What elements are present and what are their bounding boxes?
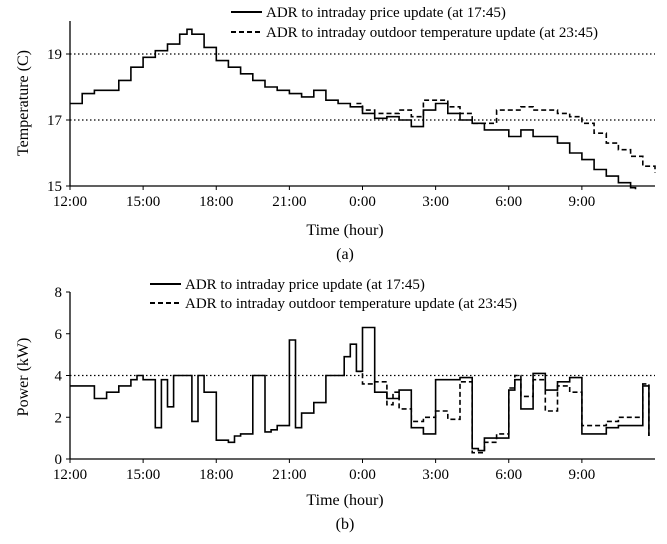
panel-a-x-tick-label-6: 6:00	[495, 194, 522, 210]
panel-a-y-axis-label: Temperature (C)	[15, 50, 32, 156]
panel-b-y-tick-label-1: 2	[55, 410, 63, 426]
panel-b-y-axis-label: Power (kW)	[15, 338, 32, 417]
panel-a-x-tick-label-5: 3:00	[422, 194, 449, 210]
panel-b-legend: ADR to intraday price update (at 17:45) …	[150, 277, 517, 312]
panel-b-x-axis-label: Time (hour)	[306, 492, 383, 509]
panel-a-x-tick-label-4: 0:00	[349, 194, 376, 210]
panel-a-y-tick-label-0: 15	[47, 179, 62, 195]
panel-a-x-tick-label-2: 18:00	[199, 194, 233, 210]
panel-a-x-tick-label-1: 15:00	[126, 194, 160, 210]
panel-b-caption: (b)	[336, 516, 355, 533]
panel-a-series-solid-line	[70, 28, 637, 190]
panel-b-series-dashed-line	[356, 370, 650, 454]
panel-a-caption: (a)	[336, 246, 354, 263]
panel-b-x-tick-label-1: 15:00	[126, 467, 160, 483]
panel-b-legend-solid-label: ADR to intraday price update (at 17:45)	[185, 277, 425, 293]
panel-b-x-tick-label-2: 18:00	[199, 467, 233, 483]
panel-a-x-axis-label: Time (hour)	[306, 222, 383, 239]
panel-b-x-tick-label-3: 21:00	[272, 467, 306, 483]
panel-a-series-dashed-line	[356, 99, 656, 173]
panel-a-legend: ADR to intraday price update (at 17:45) …	[231, 5, 598, 41]
panel-a-y-tick-label-1: 17	[47, 113, 63, 129]
panel-a-y-tick-label-2: 19	[47, 47, 62, 63]
panel-a: ADR to intraday price update (at 17:45) …	[15, 5, 656, 263]
panel-b-y-tick-label-0: 0	[55, 452, 63, 468]
panel-a-legend-dashed-label: ADR to intraday outdoor temperature upda…	[266, 25, 598, 41]
panel-b-x-tick-label-7: 9:00	[569, 467, 596, 483]
panel-b: ADR to intraday price update (at 17:45) …	[15, 277, 655, 533]
panel-b-y-tick-label-3: 6	[55, 327, 63, 343]
panel-a-x-tick-label-7: 9:00	[569, 194, 596, 210]
panel-a-x-tick-label-3: 21:00	[272, 194, 306, 210]
panel-b-x-tick-label-6: 6:00	[495, 467, 522, 483]
panel-a-legend-solid-label: ADR to intraday price update (at 17:45)	[266, 5, 506, 21]
panel-a-x-tick-label-0: 12:00	[53, 194, 87, 210]
panel-b-x-tick-label-5: 3:00	[422, 467, 449, 483]
panel-b-y-tick-label-4: 8	[55, 285, 63, 301]
panel-b-y-tick-label-2: 4	[55, 369, 63, 385]
panel-b-series-solid-line	[70, 326, 650, 452]
panel-b-legend-dashed-label: ADR to intraday outdoor temperature upda…	[185, 296, 517, 312]
panel-b-x-tick-label-4: 0:00	[349, 467, 376, 483]
panel-b-x-tick-label-0: 12:00	[53, 467, 87, 483]
